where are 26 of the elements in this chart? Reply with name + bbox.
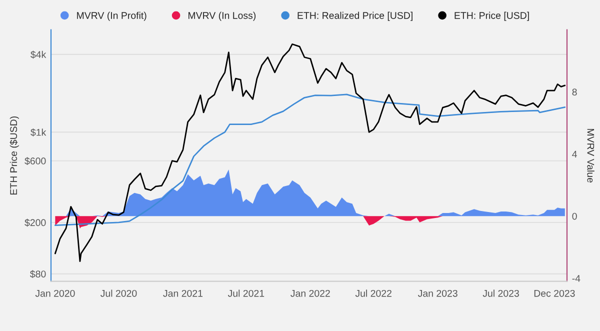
x-tick-label: Jan 2021 [163, 290, 202, 297]
y-tick-label: $80 [30, 270, 46, 278]
x-tick-label: Dec 2023 [534, 290, 575, 297]
y-axis-title: ETH Price ($USD) [10, 116, 19, 194]
y-tick-label: $200 [24, 218, 46, 227]
x-tick-label: Jul 2023 [482, 290, 519, 297]
x-tick-label: Jul 2021 [228, 290, 264, 297]
y2-tick-label: 4 [572, 150, 577, 158]
x-tick-label: Jan 2022 [290, 290, 330, 297]
y-tick-label: $1k [30, 128, 46, 136]
y2-tick-label: -4 [572, 275, 580, 282]
legend-label: MVRV (In Profit) [77, 12, 146, 21]
x-tick-label: Jan 2023 [418, 290, 458, 297]
legend-label: MVRV (In Loss) [188, 12, 256, 21]
line-series [54, 94, 566, 226]
x-tick-label: Jul 2022 [355, 290, 392, 297]
legend-label: ETH: Price [USD] [454, 12, 529, 21]
y2-axis-title: MVRV Value [587, 128, 594, 183]
legend-label: ETH: Realized Price [USD] [298, 12, 412, 21]
y2-tick-label: 0 [572, 212, 577, 220]
line-series [54, 43, 566, 262]
x-tick-label: Jan 2020 [35, 290, 75, 297]
y-tick-label: $4k [30, 50, 46, 59]
y-tick-label: $600 [24, 157, 46, 166]
y2-tick-label: 8 [572, 88, 577, 96]
x-tick-label: Jul 2020 [100, 290, 137, 297]
